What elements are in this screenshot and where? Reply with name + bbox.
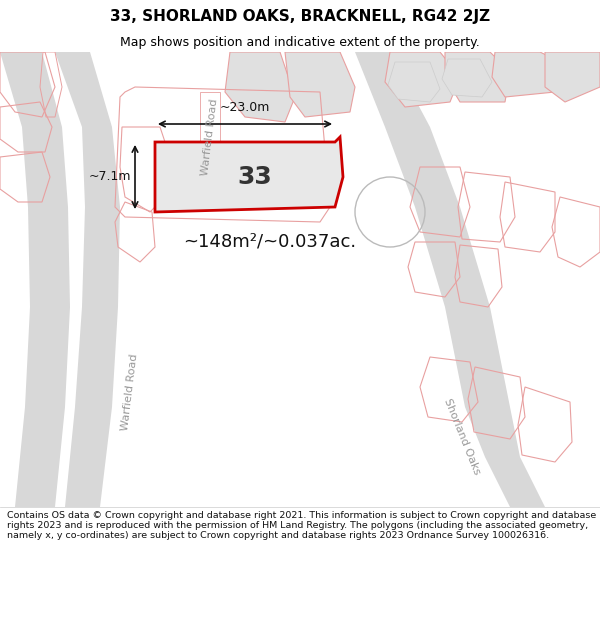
Text: Warfield Road: Warfield Road bbox=[200, 98, 220, 176]
Text: ~23.0m: ~23.0m bbox=[220, 101, 270, 114]
Text: Map shows position and indicative extent of the property.: Map shows position and indicative extent… bbox=[120, 36, 480, 49]
Text: ~7.1m: ~7.1m bbox=[89, 171, 131, 184]
Polygon shape bbox=[340, 52, 545, 507]
Polygon shape bbox=[285, 52, 355, 117]
Text: 33, SHORLAND OAKS, BRACKNELL, RG42 2JZ: 33, SHORLAND OAKS, BRACKNELL, RG42 2JZ bbox=[110, 9, 490, 24]
Polygon shape bbox=[225, 52, 295, 122]
Text: ~148m²/~0.037ac.: ~148m²/~0.037ac. bbox=[184, 233, 356, 251]
Text: Contains OS data © Crown copyright and database right 2021. This information is : Contains OS data © Crown copyright and d… bbox=[7, 511, 596, 541]
Polygon shape bbox=[445, 52, 510, 102]
Polygon shape bbox=[55, 52, 120, 507]
Polygon shape bbox=[388, 62, 440, 102]
Polygon shape bbox=[442, 59, 492, 97]
Text: Shorland Oaks: Shorland Oaks bbox=[442, 398, 482, 476]
Polygon shape bbox=[385, 52, 460, 107]
Polygon shape bbox=[155, 137, 343, 212]
Text: 33: 33 bbox=[238, 165, 272, 189]
Polygon shape bbox=[492, 52, 560, 97]
Polygon shape bbox=[0, 52, 70, 507]
Text: Warfield Road: Warfield Road bbox=[121, 353, 140, 431]
Polygon shape bbox=[545, 52, 600, 102]
